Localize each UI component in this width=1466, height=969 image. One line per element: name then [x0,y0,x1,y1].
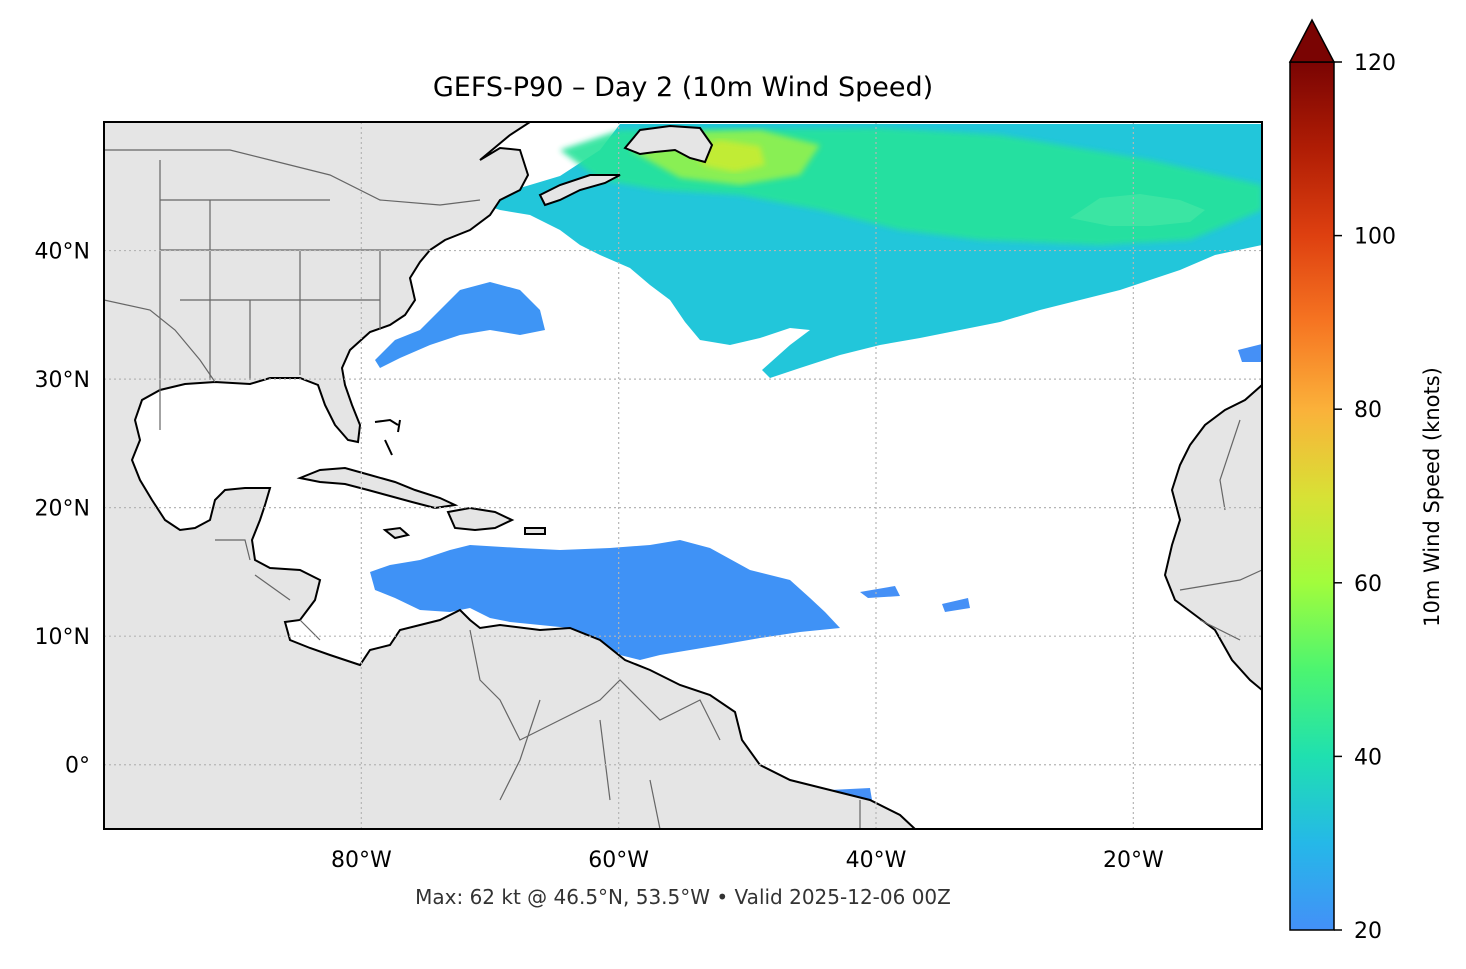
lat-tick-label: 20°N [35,497,90,522]
border-us-mexico [104,299,216,383]
lon-tick-label: 60°W [588,848,649,873]
lat-tick-label: 10°N [35,625,90,650]
colorbar-tick-label: 80 [1354,398,1382,423]
footnote: Max: 62 kt @ 46.5°N, 53.5°W • Valid 2025… [415,885,951,909]
land-west-africa [1163,383,1262,692]
map-frame [103,121,1263,830]
land-hispaniola [446,506,515,532]
lon-tick-label: 40°W [846,848,907,873]
colorbar-label: 10m Wind Speed (knots) [1420,367,1444,627]
land-jamaica [382,526,411,540]
colorbar: 20 40 60 80 100 120 [1288,18,1396,944]
border-central-america [215,539,321,641]
colorbar-tick-label: 100 [1354,225,1396,250]
border-us-canada [104,149,481,206]
colorbar-tick-label: 20 [1354,919,1382,944]
land-puerto-rico [524,527,546,535]
wind-region-us-coast [375,282,545,368]
land-cuba [296,466,459,510]
country-borders [104,149,1262,829]
colorbar-body [1289,61,1335,931]
wind-region-caribbean [370,540,840,660]
lat-tick-label: 30°N [35,368,90,393]
lat-tick-label: 0° [65,754,90,779]
colorbar-tick-label: 40 [1354,745,1382,770]
colorbar-tick-label: 60 [1354,572,1382,597]
land-north-america [104,122,917,829]
plot-title: GEFS-P90 – Day 2 (10m Wind Speed) [432,72,934,103]
border-south-america [469,419,1262,829]
lat-tick-label: 40°N [35,240,90,265]
land-bahamas [374,418,401,456]
land-newfoundland [623,124,714,164]
lon-tick-label: 20°W [1103,848,1164,873]
colorbar-tick-label: 120 [1354,51,1396,76]
lon-tick-label: 80°W [331,848,392,873]
land-masses [104,122,1262,829]
longitude-tick-labels: 80°W 60°W 40°W 20°W [331,848,1164,873]
gridlines [104,122,1262,829]
colorbar-ticks: 20 40 60 80 100 120 [1334,51,1396,944]
land-nova-scotia [538,174,621,207]
colorbar-extend-arrow [1288,18,1336,63]
latitude-tick-labels: 40°N 30°N 20°N 10°N 0° [35,240,90,779]
